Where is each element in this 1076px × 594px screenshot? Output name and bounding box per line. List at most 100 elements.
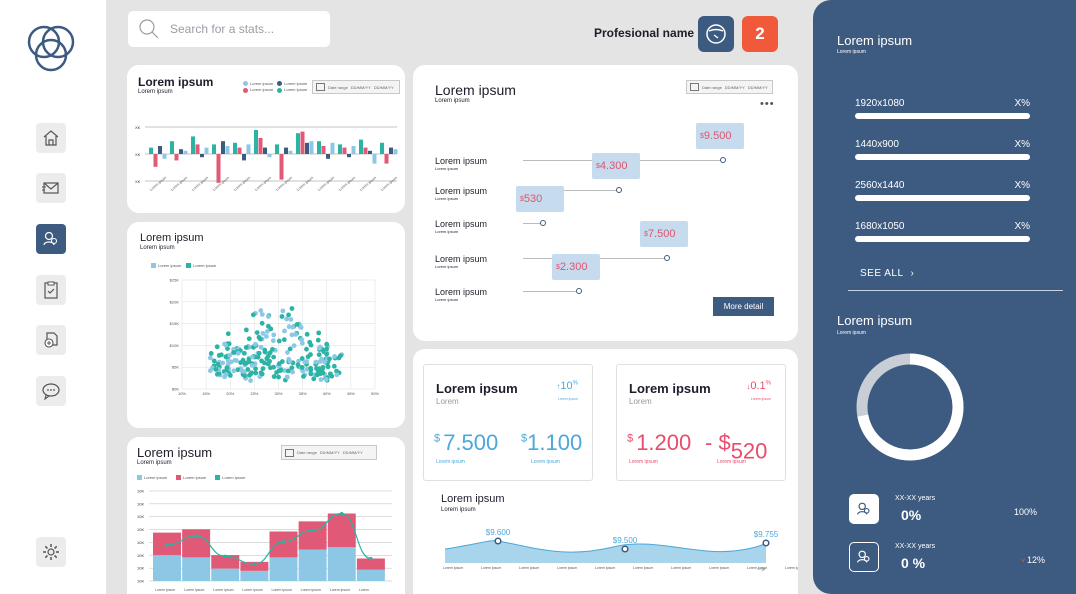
bubble-value: 7.500 (647, 228, 676, 240)
scatter-point (301, 374, 306, 379)
scatter-point (271, 374, 277, 379)
trend-point (194, 534, 198, 538)
bar (200, 154, 204, 158)
nav-clipboard[interactable] (36, 275, 66, 305)
date-to: DD/MM/YY (342, 450, 363, 455)
nav-mail[interactable] (36, 173, 66, 203)
search-input[interactable]: Search for a stats... (128, 11, 330, 47)
progress-marker[interactable] (720, 157, 726, 163)
scatter-point (324, 341, 330, 347)
date-range-picker[interactable]: Date range DD/MM/YY DD/MM/YY (281, 445, 377, 460)
scatter-point (329, 373, 335, 379)
date-range-label: Date range (328, 84, 348, 90)
progress-marker[interactable] (540, 220, 546, 226)
scatter-point (286, 324, 292, 330)
y-tick-label: 10K (137, 501, 144, 506)
person-icon-box (849, 494, 879, 524)
card-subtitle: Lorem ipsum (137, 460, 172, 466)
row-label: Lorem ipsum (435, 186, 488, 196)
nav-chat[interactable] (36, 376, 66, 406)
scatter-point (320, 364, 326, 370)
notification-badge[interactable]: 2 (742, 16, 778, 52)
legend-item: Lorem ipsum (277, 81, 307, 87)
stacked-bar (298, 549, 327, 581)
x-tick-label: Lorem ipsum (557, 566, 577, 570)
scatter-point (235, 350, 241, 356)
arrow-right-icon (757, 566, 766, 572)
change-value: 0.1 (750, 380, 766, 392)
bar (258, 138, 263, 154)
y-tick-label: $5K (172, 365, 179, 370)
scatter-point (264, 334, 269, 339)
stacked-bar-card: Lorem ipsum Lorem ipsum Date range DD/MM… (127, 437, 405, 594)
resolution-row: 2560x1440 X% (855, 180, 1030, 201)
tile-subtitle: Lorem (436, 397, 459, 406)
card-subtitle: Lorem ipsum (138, 89, 173, 95)
date-range-picker[interactable]: Date range DD/MM/YY DD/MM/YY (686, 80, 773, 94)
see-all-link[interactable]: SEE ALL › (860, 268, 914, 279)
resolution-percent: X% (1014, 221, 1030, 232)
y-tick-label: $25K (170, 278, 180, 283)
bar (237, 147, 242, 154)
users-icon (857, 502, 870, 515)
scatter-point (287, 346, 293, 352)
bar (389, 147, 393, 154)
scatter-point (240, 357, 246, 363)
y-tick-label: 10K (137, 553, 144, 558)
date-range-label: Date range (702, 84, 722, 90)
scatter-point (299, 340, 305, 346)
nav-add-document[interactable] (36, 325, 66, 355)
scatter-point (287, 358, 293, 364)
value-text: 7.500 (443, 430, 499, 455)
bar (363, 147, 368, 154)
scatter-point (271, 364, 276, 370)
bar (279, 154, 284, 180)
x-tick-label: Lorem ipsum (170, 176, 188, 192)
nav-settings[interactable] (36, 537, 66, 567)
trend-point (311, 528, 315, 532)
scatter-point (338, 353, 343, 359)
legend-item: Lorem ipsum (243, 87, 273, 93)
date-to: DD/MM/YY (747, 84, 768, 90)
nav-users[interactable] (36, 224, 66, 254)
stacked-bar (269, 531, 298, 558)
tile-value-2-label: Lorem ipsum (531, 459, 560, 465)
scatter-point (260, 366, 266, 372)
bar (305, 142, 309, 154)
bar (342, 147, 347, 154)
bar (162, 154, 167, 159)
chat-icon (42, 383, 60, 401)
y-tick-label: XK (135, 179, 141, 184)
bar (204, 147, 209, 154)
x-tick-label: 40% (323, 391, 331, 396)
bar-chart-card: Lorem ipsum Lorem ipsum Lorem ipsum Lore… (127, 65, 405, 213)
y-tick-label: 10K (137, 566, 144, 571)
scatter-point (265, 314, 271, 319)
scatter-point (253, 341, 258, 347)
age-range: XX-XX years (895, 495, 936, 502)
progress-marker[interactable] (664, 255, 670, 261)
stacked-bar (211, 568, 240, 581)
more-detail-button[interactable]: More detail (713, 297, 774, 316)
nav-home[interactable] (36, 123, 66, 153)
resolution-percent: X% (1014, 139, 1030, 150)
scatter-point (246, 359, 252, 365)
date-from: DD/MM/YY (724, 84, 745, 90)
progress-track (523, 223, 543, 224)
x-tick-label: Lorem ipsum (785, 566, 798, 570)
stat-tile: Lorem ipsum Lorem ↑10% Lorem ipsum $ 7.500 Lo… (423, 364, 593, 481)
scatter-point (260, 331, 266, 336)
scatter-point (276, 338, 282, 344)
progress-marker[interactable] (616, 187, 622, 193)
progress-marker[interactable] (576, 288, 582, 294)
scatter-point (245, 367, 251, 372)
more-options-icon[interactable]: ••• (760, 98, 775, 110)
date-range-label: Date range (297, 450, 317, 455)
x-tick-label: Lorem ipsum (709, 566, 729, 570)
scatter-point (242, 373, 247, 379)
date-range-picker[interactable]: Date range DD/MM/YY DD/MM/YY (312, 80, 400, 94)
profile-button[interactable] (698, 16, 734, 52)
x-tick-label: Lorem ipsum (272, 588, 292, 592)
tile-value-2-label: Lorem ipsum (717, 459, 746, 465)
